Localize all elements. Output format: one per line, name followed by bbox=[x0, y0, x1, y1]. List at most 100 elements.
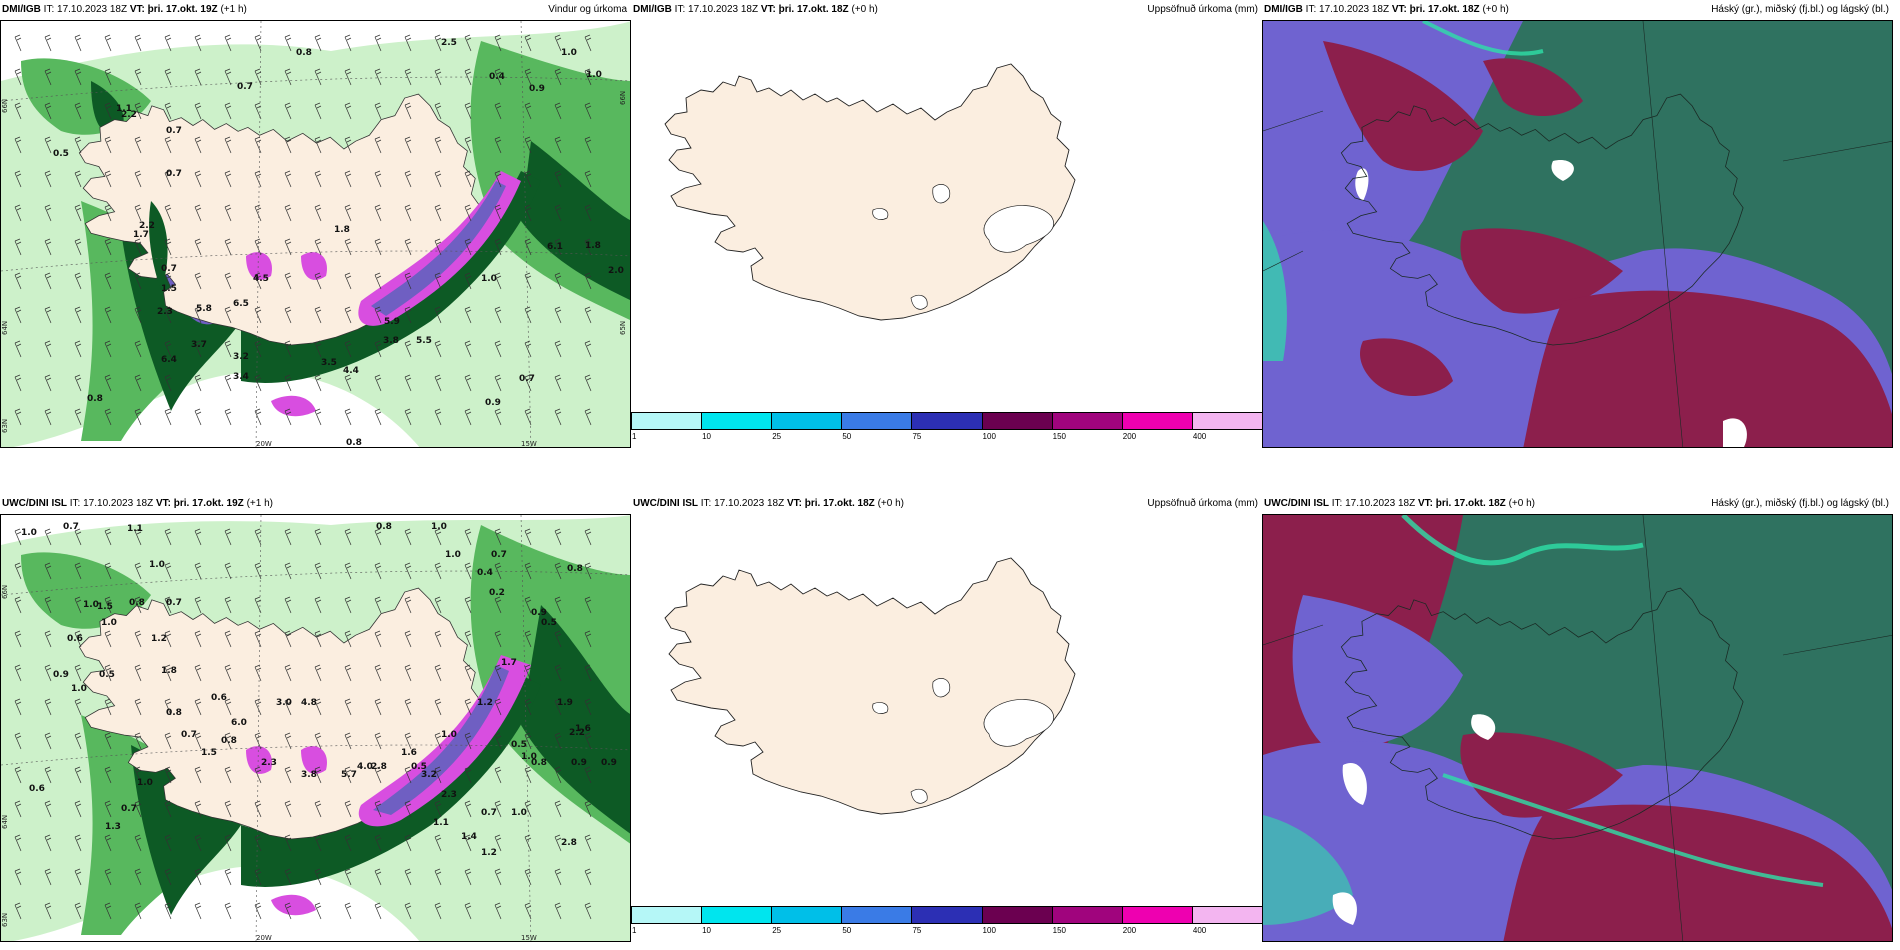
wind-barb bbox=[134, 664, 142, 682]
panel-title: Háský (gr.), miðský (fj.bl.) og lágský (… bbox=[1711, 4, 1889, 15]
value-label: 3.8 bbox=[383, 336, 399, 346]
value-label: 1.2 bbox=[477, 698, 493, 708]
wind-barb bbox=[194, 102, 202, 120]
wind-barb bbox=[404, 238, 412, 256]
wind-barb bbox=[74, 272, 82, 290]
wind-barb bbox=[404, 766, 412, 784]
wind-barb bbox=[134, 732, 142, 750]
wind-barb bbox=[224, 272, 232, 290]
axis-label: 20W bbox=[256, 934, 272, 942]
wind-barb bbox=[524, 374, 532, 392]
vt-value: þri. 17.okt. 19Z bbox=[147, 4, 218, 15]
wind-barb bbox=[224, 34, 232, 52]
wind-barb bbox=[554, 902, 562, 920]
value-label: 0.9 bbox=[529, 84, 545, 94]
wind-barb bbox=[404, 562, 412, 580]
colorbar-segment bbox=[1191, 906, 1263, 924]
wind-barb bbox=[314, 272, 322, 290]
wind-barb bbox=[14, 34, 22, 52]
wind-barb bbox=[554, 374, 562, 392]
wind-barb bbox=[374, 834, 382, 852]
wind-barb bbox=[224, 408, 232, 426]
wind-barb bbox=[224, 306, 232, 324]
wind-barb bbox=[344, 272, 352, 290]
wind-barb bbox=[104, 868, 112, 886]
wind-barb bbox=[254, 562, 262, 580]
wind-barb bbox=[254, 102, 262, 120]
value-label: 1.0 bbox=[586, 70, 602, 80]
wind-barb bbox=[284, 562, 292, 580]
value-label: 2.2 bbox=[139, 221, 155, 231]
wind-barb bbox=[254, 238, 262, 256]
wind-barb bbox=[554, 562, 562, 580]
wind-barb bbox=[554, 596, 562, 614]
value-label: 1.0 bbox=[71, 684, 87, 694]
wind-barb bbox=[344, 68, 352, 86]
wind-barb bbox=[344, 630, 352, 648]
wind-barb bbox=[314, 698, 322, 716]
wind-barb bbox=[14, 340, 22, 358]
axis-label: 64N bbox=[1, 815, 9, 829]
value-label: 4.8 bbox=[301, 698, 317, 708]
wind-barb bbox=[464, 340, 472, 358]
wind-barb bbox=[584, 732, 592, 750]
wind-barb bbox=[254, 34, 262, 52]
wind-barb bbox=[524, 698, 532, 716]
wind-barb bbox=[14, 766, 22, 784]
wind-barb bbox=[314, 800, 322, 818]
wind-barb bbox=[164, 408, 172, 426]
panel-wind-precip-uwc: UWC/DINI ISL IT: 17.10.2023 18Z VT: þri.… bbox=[0, 494, 631, 942]
wind-barb bbox=[464, 766, 472, 784]
colorbar-tick-label: 75 bbox=[912, 432, 922, 441]
wind-barb bbox=[314, 102, 322, 120]
wind-barb bbox=[134, 800, 142, 818]
wind-barb bbox=[134, 528, 142, 546]
wind-barb bbox=[314, 408, 322, 426]
wind-barb bbox=[14, 596, 22, 614]
wind-barb bbox=[74, 630, 82, 648]
wind-barb bbox=[374, 732, 382, 750]
wind-barb bbox=[164, 204, 172, 222]
wind-barb bbox=[524, 732, 532, 750]
value-label: 0.9 bbox=[601, 758, 617, 768]
wind-barb bbox=[584, 34, 592, 52]
wind-barb bbox=[464, 238, 472, 256]
wind-barb bbox=[284, 272, 292, 290]
value-label: 3.5 bbox=[321, 358, 337, 368]
wind-barb bbox=[284, 868, 292, 886]
colorbar-segment bbox=[701, 906, 773, 924]
it-value: 17.10.2023 18Z bbox=[1345, 498, 1416, 509]
wind-barb bbox=[404, 698, 412, 716]
wind-barb bbox=[404, 868, 412, 886]
wind-barb bbox=[254, 630, 262, 648]
colorbar-segment bbox=[631, 412, 703, 430]
colorbar-tick-label: 400 bbox=[1192, 432, 1207, 441]
wind-barb bbox=[74, 374, 82, 392]
vt-label: VT: bbox=[1391, 4, 1407, 15]
wind-barb bbox=[494, 698, 502, 716]
wind-barb bbox=[74, 834, 82, 852]
wind-precip-map: 1.0 0.7 1.1 0.8 1.0 1.0 0.7 0.4 0.2 0.8 1.0 1.0 0.6 1… bbox=[0, 514, 631, 942]
wind-barb bbox=[284, 698, 292, 716]
wind-barb bbox=[374, 272, 382, 290]
vt-value: þri. 17.okt. 18Z bbox=[778, 4, 849, 15]
wind-barb bbox=[524, 664, 532, 682]
panel-clouds-dmi: DMI/IGB IT: 17.10.2023 18Z VT: þri. 17.o… bbox=[1262, 0, 1893, 448]
wind-barb bbox=[44, 68, 52, 86]
wind-barb bbox=[404, 800, 412, 818]
axis-label: 63N bbox=[1, 913, 9, 927]
wind-barb bbox=[74, 408, 82, 426]
wind-barb bbox=[14, 630, 22, 648]
wind-barb bbox=[434, 834, 442, 852]
wind-barb bbox=[284, 340, 292, 358]
wind-barb bbox=[254, 868, 262, 886]
value-label: 0.9 bbox=[531, 608, 547, 618]
wind-barb bbox=[344, 902, 352, 920]
wind-barb bbox=[284, 68, 292, 86]
wind-barb bbox=[584, 596, 592, 614]
wind-barb bbox=[224, 238, 232, 256]
panel-header: DMI/IGB IT: 17.10.2023 18Z VT: þri. 17.o… bbox=[0, 0, 631, 20]
wind-barb bbox=[524, 562, 532, 580]
wind-barb bbox=[194, 170, 202, 188]
wind-barb bbox=[554, 306, 562, 324]
